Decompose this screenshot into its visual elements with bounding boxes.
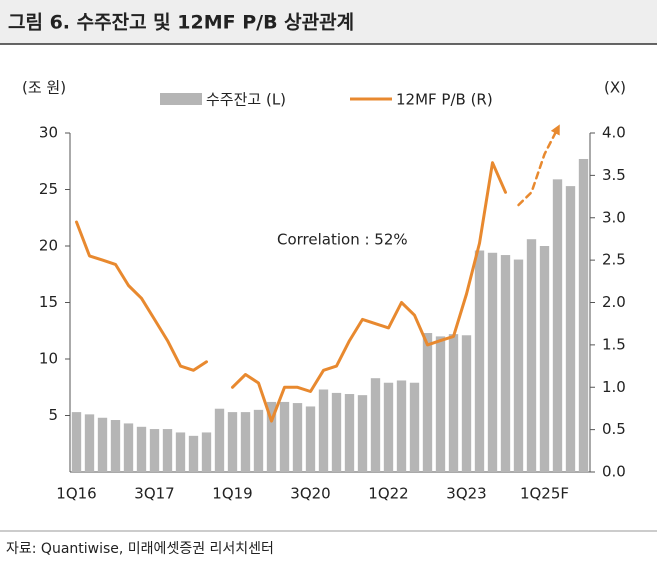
bar [552,179,563,472]
bar [383,382,394,472]
bar [409,382,420,472]
y-tick-label: 25 [39,180,58,198]
forecast-line [517,124,560,207]
x-tick-label: 1Q22 [368,485,408,503]
bar [175,432,186,472]
bar [292,403,303,472]
bar [461,335,472,472]
bar [526,239,537,472]
bar [474,250,485,472]
bar [370,378,381,472]
bar [279,401,290,472]
x-tick-label: 1Q25F [520,485,569,503]
bar [149,429,160,472]
legend-label: 12MF P/B (R) [396,91,493,109]
y2-tick-label: 0.0 [602,463,626,481]
bar [513,259,524,472]
legend-label: 수주잔고 (L) [206,91,286,109]
x-tick-label: 1Q16 [56,485,96,503]
bar [435,336,446,472]
source: 자료: Quantiwise, 미래에셋증권 리서치센터 [6,541,274,557]
y2-tick-label: 3.5 [602,166,626,184]
title-bar [0,0,657,44]
chart-title: 그림 6. 수주잔고 및 12MF P/B 상관관계 [8,12,354,34]
bar [539,246,550,472]
x-tick-label: 3Q23 [446,485,486,503]
bar [500,255,511,472]
y2-tick-label: 2.0 [602,293,626,311]
y2-axis-label: (X) [604,79,626,97]
y-tick-label: 30 [39,124,58,142]
y2-tick-label: 3.0 [602,208,626,226]
y2-tick-label: 0.5 [602,420,626,438]
bar [266,401,277,472]
bar [422,333,433,472]
bar [97,417,108,472]
line [75,220,208,372]
bar [448,334,459,472]
bar [357,395,368,472]
bar [578,158,589,473]
y-axis-label: (조 원) [22,79,66,97]
legend-swatch [160,93,202,105]
bar [344,394,355,472]
bar [110,420,121,472]
bar [201,432,212,472]
y2-tick-label: 4.0 [602,124,626,142]
y-tick-label: 10 [39,350,58,368]
bar [188,435,199,472]
x-tick-label: 1Q19 [212,485,252,503]
bar [84,414,95,472]
bar [136,426,147,472]
annotation: Correlation : 52% [277,231,408,249]
bar [487,252,498,472]
bar [227,412,238,472]
line [231,161,507,423]
y2-tick-label: 1.5 [602,335,626,353]
y-tick-label: 5 [48,406,58,424]
bar [565,186,576,473]
x-tick-label: 3Q20 [290,485,330,503]
bar [123,423,134,472]
y-tick-label: 15 [39,293,58,311]
y2-tick-label: 2.5 [602,251,626,269]
bar [71,412,82,472]
y-tick-label: 20 [39,237,58,255]
bar [253,409,264,472]
bar [162,429,173,472]
x-tick-label: 3Q17 [134,485,174,503]
bar [214,408,225,472]
bar [305,406,316,472]
y2-tick-label: 1.0 [602,378,626,396]
bar [240,412,251,472]
bar [318,389,329,472]
bar [396,380,407,472]
bar [331,392,342,472]
